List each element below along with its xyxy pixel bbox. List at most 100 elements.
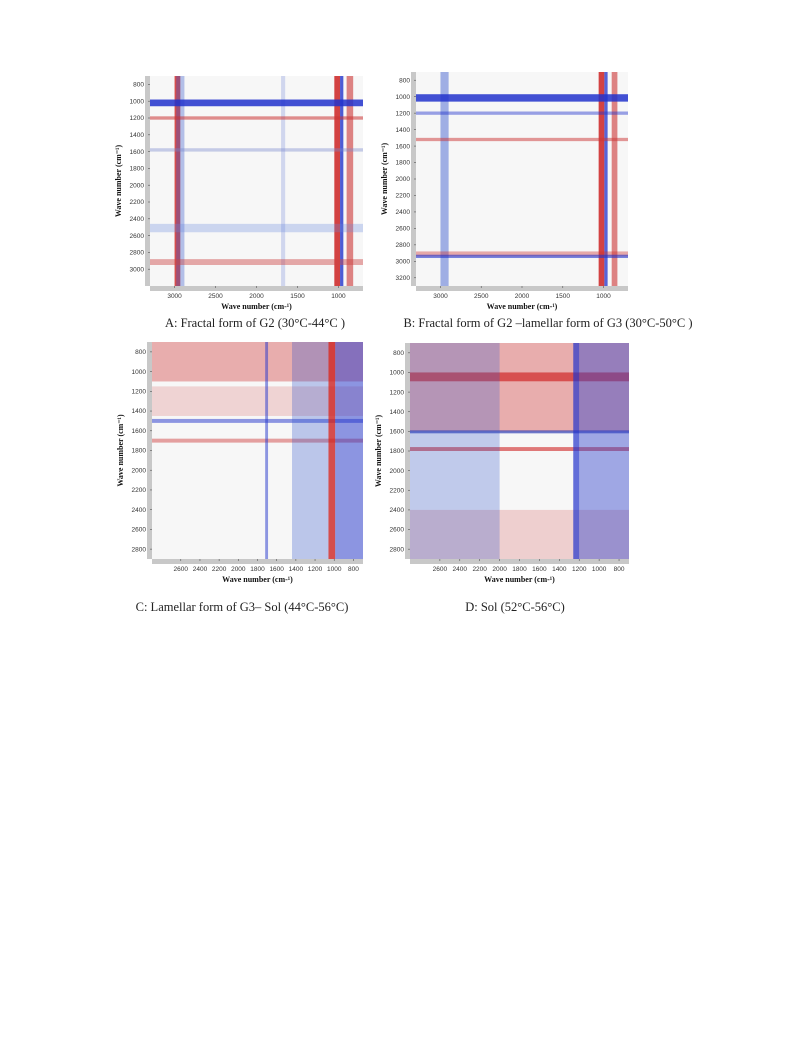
y-tick-label: 1600 bbox=[390, 429, 405, 436]
heatmap-band bbox=[176, 76, 185, 286]
x-tick-label: 3000 bbox=[167, 293, 182, 300]
y-tick-label: 2200 bbox=[130, 199, 145, 206]
x-axis-strip bbox=[150, 286, 363, 291]
heatmap-band bbox=[598, 72, 605, 286]
y-tick-label: 800 bbox=[393, 350, 404, 357]
y-tick-label: 2000 bbox=[396, 176, 411, 183]
heatmap-band bbox=[573, 343, 580, 559]
x-tick-label: 2500 bbox=[208, 293, 223, 300]
y-axis-label: Wave number (cm⁻¹) bbox=[114, 145, 123, 218]
y-axis-strip bbox=[405, 343, 410, 559]
x-tick-label: 1600 bbox=[532, 566, 547, 573]
x-axis-strip bbox=[410, 559, 629, 564]
x-tick-label: 2000 bbox=[492, 566, 507, 573]
y-tick-label: 2800 bbox=[130, 250, 145, 257]
x-tick-label: 2600 bbox=[433, 566, 448, 573]
plot-area bbox=[416, 72, 628, 286]
x-tick-label: 2600 bbox=[174, 566, 189, 573]
heatmap-band bbox=[579, 343, 629, 559]
y-tick-label: 2400 bbox=[390, 507, 405, 514]
y-tick-label: 1000 bbox=[390, 370, 405, 377]
x-axis-strip bbox=[416, 286, 628, 291]
heatmap-band bbox=[346, 76, 354, 286]
y-tick-label: 1400 bbox=[396, 127, 411, 134]
heatmap-a-svg: 800 1000 1200 1400 1600 1800 2000 2200 2400 2600 2… bbox=[114, 76, 363, 311]
caption-d: D: Sol (52°C-56°C) bbox=[465, 600, 565, 614]
y-tick-label: 1400 bbox=[132, 408, 147, 415]
plot-area bbox=[150, 76, 363, 286]
y-tick-label: 1800 bbox=[130, 166, 145, 173]
x-axis-label: Wave number (cm-¹) bbox=[222, 575, 293, 584]
x-tick-label: 800 bbox=[348, 566, 359, 573]
caption-a: A: Fractal form of G2 (30°C-44°C ) bbox=[164, 316, 346, 330]
x-axis-label: Wave number (cm-¹) bbox=[484, 575, 555, 584]
y-tick-label: 1000 bbox=[396, 94, 411, 101]
heatmap-band bbox=[416, 251, 628, 257]
x-tick-label: 800 bbox=[614, 566, 625, 573]
plot-area bbox=[152, 342, 363, 559]
band-layer bbox=[410, 343, 629, 559]
y-tick-label: 2400 bbox=[396, 209, 411, 216]
y-tick-label: 1200 bbox=[132, 389, 147, 396]
y-tick-label: 3000 bbox=[396, 259, 411, 266]
x-tick-label: 3000 bbox=[433, 293, 448, 300]
y-tick-label: 1000 bbox=[132, 369, 147, 376]
y-tick-label: 2200 bbox=[132, 487, 147, 494]
x-tick-label: 1000 bbox=[327, 566, 342, 573]
heatmap-band bbox=[410, 343, 500, 559]
y-tick-label: 2800 bbox=[132, 546, 147, 553]
y-tick-label: 2000 bbox=[132, 467, 147, 474]
y-tick-label: 2800 bbox=[396, 242, 411, 249]
y-tick-label: 3200 bbox=[396, 275, 411, 282]
y-tick-label: 1200 bbox=[130, 115, 145, 122]
y-tick-label: 1200 bbox=[390, 389, 405, 396]
x-axis-strip bbox=[152, 559, 363, 564]
x-axis-label: Wave number (cm-¹) bbox=[487, 302, 558, 311]
heatmap-panel-c: 800 1000 1200 1400 1600 1800 2000 2200 2400 2600 2… bbox=[114, 338, 367, 585]
y-axis-strip bbox=[147, 342, 152, 559]
band-layer bbox=[152, 342, 363, 559]
heatmap-band bbox=[340, 76, 344, 286]
y-tick-label: 1200 bbox=[396, 110, 411, 117]
y-axis-label: Wave number (cm⁻¹) bbox=[380, 143, 389, 216]
heatmap-b-svg: 800 1000 1200 1400 1600 1800 2000 2200 2400 2600 2… bbox=[380, 72, 628, 311]
y-tick-label: 1400 bbox=[390, 409, 405, 416]
heatmap-band bbox=[281, 76, 286, 286]
heatmap-panel-d: 800 1000 1200 1400 1600 1800 2000 2200 2400 2600 2… bbox=[372, 339, 633, 585]
heatmap-band bbox=[328, 342, 336, 559]
x-tick-label: 2000 bbox=[515, 293, 530, 300]
y-tick-label: 800 bbox=[399, 77, 410, 84]
heatmap-band bbox=[416, 94, 628, 102]
y-tick-label: 1400 bbox=[130, 132, 145, 139]
heatmap-band bbox=[265, 342, 269, 559]
x-tick-label: 1500 bbox=[290, 293, 305, 300]
y-tick-label: 2600 bbox=[130, 233, 145, 240]
heatmap-band bbox=[174, 76, 181, 286]
heatmap-band bbox=[150, 116, 363, 120]
heatmap-band bbox=[152, 418, 363, 423]
x-tick-label: 1000 bbox=[592, 566, 607, 573]
caption-c: C: Lamellar form of G3– Sol (44°C-56°C) bbox=[135, 600, 349, 614]
heatmap-band bbox=[292, 342, 329, 559]
x-tick-label: 1800 bbox=[250, 566, 265, 573]
x-tick-label: 2400 bbox=[453, 566, 468, 573]
y-tick-label: 800 bbox=[135, 349, 146, 356]
heatmap-band bbox=[604, 72, 608, 286]
x-tick-label: 1400 bbox=[289, 566, 304, 573]
x-tick-label: 1200 bbox=[308, 566, 323, 573]
heatmap-band bbox=[410, 372, 629, 382]
y-tick-label: 1800 bbox=[390, 448, 405, 455]
x-tick-label: 1400 bbox=[552, 566, 567, 573]
x-axis-label: Wave number (cm-¹) bbox=[221, 302, 292, 311]
x-tick-label: 1200 bbox=[572, 566, 587, 573]
y-tick-label: 2600 bbox=[132, 527, 147, 534]
y-tick-label: 3000 bbox=[130, 266, 145, 273]
y-tick-label: 800 bbox=[133, 82, 144, 89]
x-tick-label: 2200 bbox=[472, 566, 487, 573]
y-tick-label: 2400 bbox=[130, 216, 145, 223]
heatmap-panel-a: 800 1000 1200 1400 1600 1800 2000 2200 2400 2600 2… bbox=[112, 72, 367, 312]
y-tick-label: 1800 bbox=[132, 448, 147, 455]
y-tick-label: 2600 bbox=[390, 527, 405, 534]
heatmap-d-svg: 800 1000 1200 1400 1600 1800 2000 2200 2400 2600 2… bbox=[374, 343, 629, 584]
heatmap-band bbox=[410, 343, 629, 432]
